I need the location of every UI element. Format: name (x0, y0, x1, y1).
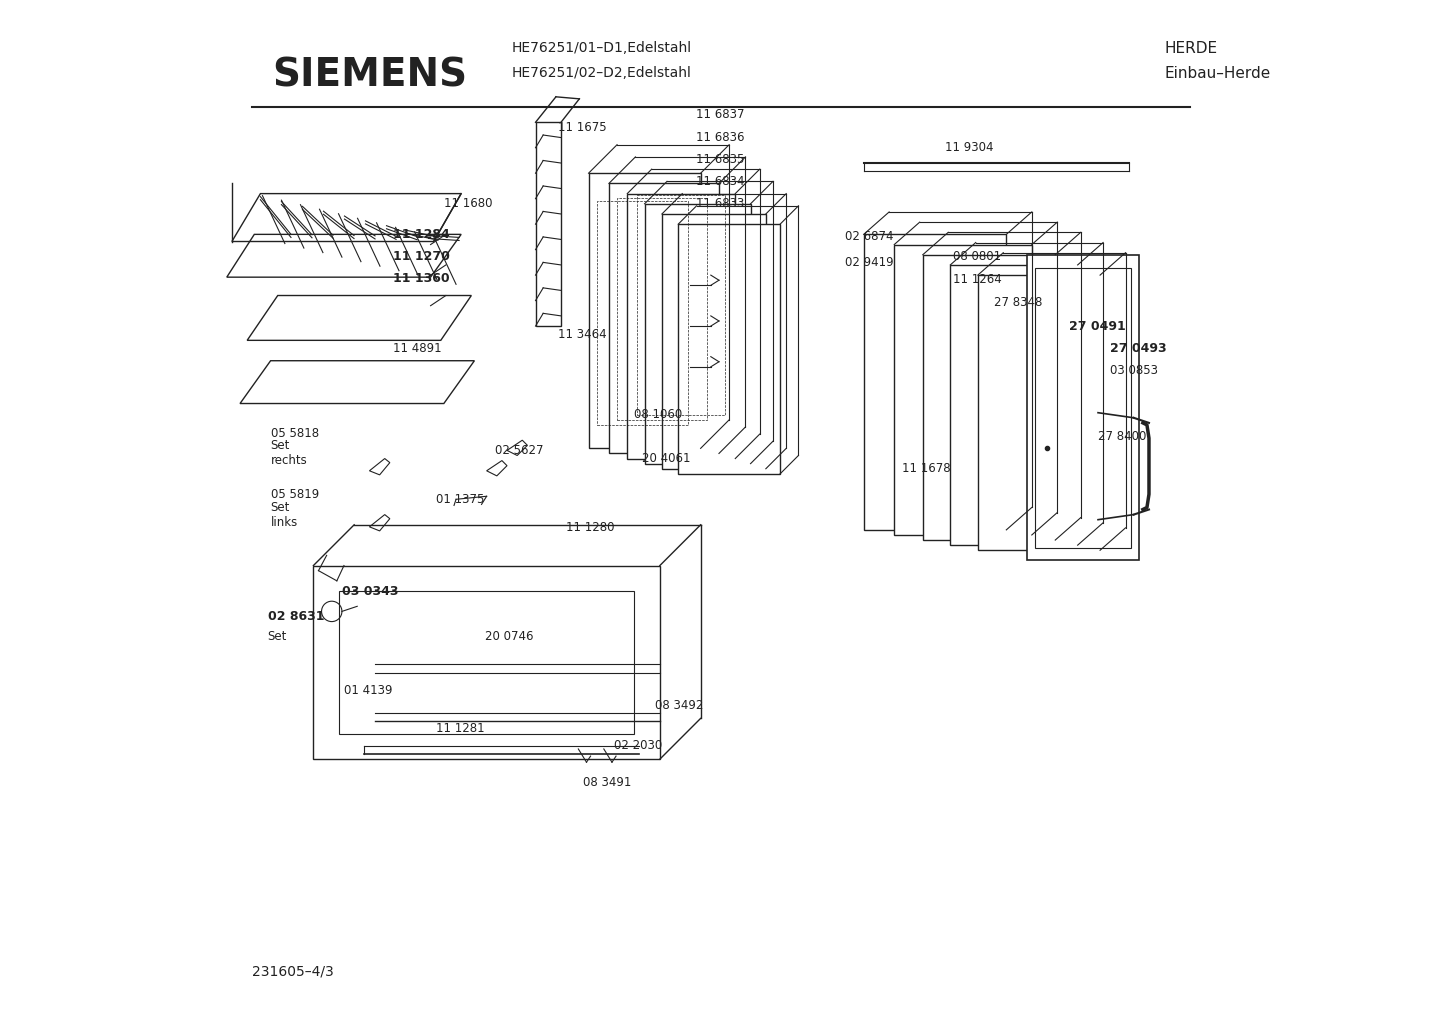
Text: 05 5819: 05 5819 (271, 488, 319, 500)
Bar (637, 195, 725, 415)
Text: 11 3464: 11 3464 (558, 328, 607, 340)
Polygon shape (627, 194, 735, 459)
Text: 11 6834: 11 6834 (695, 175, 744, 187)
Text: SIEMENS: SIEMENS (273, 56, 467, 94)
Polygon shape (662, 214, 766, 469)
Text: 11 6835: 11 6835 (695, 154, 744, 166)
Text: 11 4891: 11 4891 (392, 342, 441, 355)
Text: 20 0746: 20 0746 (485, 631, 534, 643)
Text: Set
links: Set links (271, 500, 298, 529)
Text: Set
rechts: Set rechts (271, 439, 307, 468)
Text: 08 1060: 08 1060 (634, 409, 682, 421)
Text: 08 3492: 08 3492 (655, 699, 704, 711)
Polygon shape (609, 183, 720, 453)
Text: 27 8348: 27 8348 (994, 297, 1043, 309)
Text: 27 0493: 27 0493 (1110, 342, 1167, 355)
Text: 01 4139: 01 4139 (345, 685, 392, 697)
Text: 11 1264: 11 1264 (953, 273, 1002, 285)
Bar (1027, 255, 1139, 560)
Bar (535, 122, 561, 326)
Text: 11 1675: 11 1675 (558, 121, 607, 133)
Polygon shape (645, 204, 750, 464)
Text: 11 6833: 11 6833 (695, 198, 744, 210)
Text: 27 0491: 27 0491 (1070, 320, 1126, 332)
Text: 02 6874: 02 6874 (845, 230, 894, 243)
Text: 11 1360: 11 1360 (392, 272, 450, 284)
Bar (894, 245, 1032, 535)
Polygon shape (678, 224, 780, 474)
Bar (923, 255, 1056, 540)
Text: 11 1270: 11 1270 (392, 251, 450, 263)
Text: 02 8631: 02 8631 (268, 610, 324, 623)
Text: 20 4061: 20 4061 (642, 452, 691, 465)
Text: 08 3491: 08 3491 (584, 776, 632, 789)
Polygon shape (232, 194, 461, 242)
Text: Einbau–Herde: Einbau–Herde (1164, 66, 1270, 82)
Text: 11 6836: 11 6836 (695, 131, 744, 144)
Text: 05 5818: 05 5818 (271, 427, 319, 439)
Text: HERDE: HERDE (1164, 41, 1217, 56)
Text: 11 1284: 11 1284 (392, 228, 450, 240)
Bar (1035, 268, 1131, 548)
Polygon shape (247, 296, 472, 340)
Bar (597, 201, 688, 425)
Text: 03 0853: 03 0853 (1110, 365, 1158, 377)
Text: 08 0801: 08 0801 (953, 251, 1001, 263)
Text: 11 1281: 11 1281 (435, 722, 485, 735)
Text: HE76251/01–D1,Edelstahl: HE76251/01–D1,Edelstahl (512, 41, 692, 55)
Bar (617, 198, 707, 420)
Bar (950, 265, 1077, 545)
Polygon shape (588, 173, 701, 448)
Text: 02 2030: 02 2030 (614, 740, 662, 752)
Text: 27 8400: 27 8400 (1097, 430, 1146, 442)
Text: 11 1678: 11 1678 (903, 463, 952, 475)
Text: 02 9419: 02 9419 (845, 257, 894, 269)
Text: 01 1375: 01 1375 (435, 493, 485, 505)
Text: 231605–4/3: 231605–4/3 (252, 964, 335, 978)
Text: 11 1680: 11 1680 (444, 198, 492, 210)
Bar (978, 275, 1100, 550)
Text: 11 9304: 11 9304 (945, 142, 994, 154)
Text: Set: Set (268, 631, 287, 643)
Text: 11 6837: 11 6837 (695, 108, 744, 120)
Text: 03 0343: 03 0343 (342, 585, 398, 597)
Text: 11 1280: 11 1280 (567, 522, 614, 534)
Text: 02 5627: 02 5627 (495, 444, 544, 457)
Text: HE76251/02–D2,Edelstahl: HE76251/02–D2,Edelstahl (512, 66, 692, 81)
Bar (864, 234, 1007, 530)
